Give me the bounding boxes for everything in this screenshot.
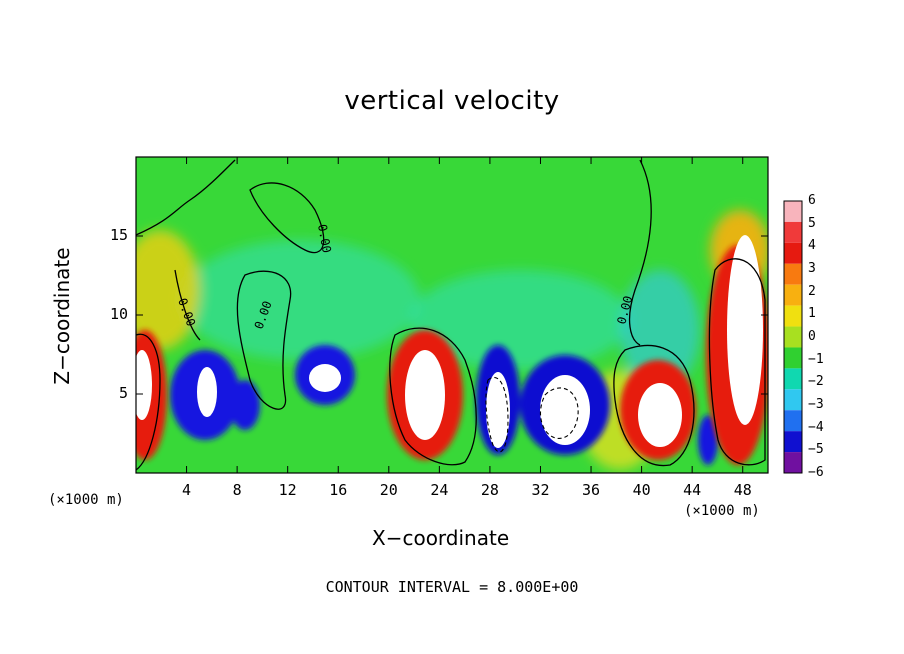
x-tick-label: 16	[329, 481, 348, 499]
colorbar-swatch	[784, 431, 802, 453]
core-white	[638, 383, 682, 447]
contour-line	[136, 333, 161, 471]
colorbar-tick-label: 4	[808, 238, 816, 254]
dashed-contour	[485, 377, 509, 453]
core-white	[727, 235, 763, 425]
dashed-contour	[539, 387, 579, 439]
contour-line	[174, 269, 201, 341]
x-unit-right: (×1000 m)	[684, 503, 760, 519]
x-tick-label: 12	[278, 481, 297, 499]
cyan-region	[410, 270, 630, 370]
contour-line	[628, 159, 652, 346]
colorbar-frame	[783, 200, 803, 474]
y-tick-label: 5	[118, 384, 128, 402]
colorbar-tick-label: −2	[808, 374, 824, 390]
colorbar-swatch	[784, 410, 802, 432]
core-white	[136, 350, 152, 420]
colorbar-swatch	[784, 305, 802, 327]
colorbar-tick-label: 0	[808, 329, 816, 344]
colorbar-tick-label: −6	[808, 465, 824, 480]
colorbar-swatch	[784, 368, 802, 390]
contour-line	[236, 270, 292, 410]
x-unit-left: (×1000 m)	[48, 492, 124, 508]
core-white	[486, 372, 510, 448]
colorbar	[783, 200, 803, 474]
core-white	[405, 350, 445, 440]
colorbar-tick-label: 3	[808, 261, 816, 276]
downdraft-cell	[230, 380, 260, 430]
colorbar-swatch	[784, 347, 802, 369]
x-tick-label: 44	[683, 481, 702, 499]
cyan-region	[180, 240, 420, 360]
contour-line	[708, 258, 766, 466]
colorbar-tick-label: −4	[808, 419, 824, 435]
contour-line	[249, 182, 325, 254]
colorbar-swatch	[784, 326, 802, 348]
x-tick-label: 28	[480, 481, 499, 499]
downdraft-cell	[698, 415, 718, 465]
core-white	[309, 364, 341, 392]
contour-line	[613, 344, 695, 467]
colorbar-tick-label: 5	[808, 215, 816, 231]
x-tick-label: 20	[379, 481, 398, 499]
colorbar-swatch	[784, 389, 802, 411]
colorbar-tick-label: −5	[808, 442, 824, 458]
chart-title: vertical velocity	[344, 86, 560, 116]
colorbar-swatch	[784, 284, 802, 306]
core-white	[197, 367, 217, 417]
colorbar-tick-label: −1	[808, 351, 824, 367]
x-tick-label: 36	[582, 481, 601, 499]
y-tick-label: 15	[109, 226, 128, 244]
colorbar-tick-label: 2	[808, 283, 816, 299]
x-tick-label: 32	[531, 481, 550, 499]
contour-label: 0.00	[315, 223, 334, 254]
contour-line	[389, 327, 477, 466]
yellow-region	[136, 230, 200, 350]
x-tick-label: 48	[733, 481, 752, 499]
y-axis-label: Z−coordinate	[50, 247, 74, 385]
colorbar-swatch	[784, 263, 802, 285]
x-tick-label: 4	[182, 481, 192, 499]
contour-interval-note: CONTOUR INTERVAL = 8.000E+00	[325, 578, 579, 596]
heatmap-field	[136, 157, 768, 473]
x-axis-label: X−coordinate	[372, 526, 510, 550]
colorbar-tick-label: −3	[808, 397, 824, 412]
x-tick-label: 8	[232, 481, 242, 499]
colorbar-swatch	[784, 201, 802, 222]
axis-ticks	[136, 157, 768, 473]
y-tick-label: 10	[109, 305, 128, 323]
core-white	[540, 375, 590, 445]
colorbar-swatch	[784, 452, 802, 473]
colorbar-tick-label: 1	[808, 306, 816, 322]
x-tick-label: 24	[430, 481, 449, 499]
colorbar-swatch	[784, 242, 802, 264]
contour-line	[136, 159, 236, 236]
colorbar-swatch	[784, 221, 802, 243]
x-tick-label: 40	[632, 481, 651, 499]
colorbar-tick-label: 6	[808, 193, 816, 208]
